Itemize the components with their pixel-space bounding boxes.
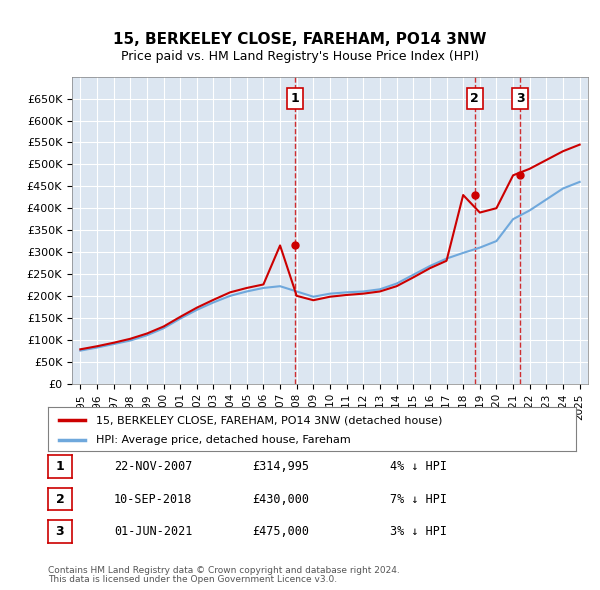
Point [290, 241, 300, 250]
Text: 3% ↓ HPI: 3% ↓ HPI [390, 525, 447, 538]
Text: This data is licensed under the Open Government Licence v3.0.: This data is licensed under the Open Gov… [48, 575, 337, 584]
Text: £314,995: £314,995 [252, 460, 309, 473]
Text: £430,000: £430,000 [252, 493, 309, 506]
Text: 4% ↓ HPI: 4% ↓ HPI [390, 460, 447, 473]
Text: £475,000: £475,000 [252, 525, 309, 538]
Point [470, 191, 479, 200]
Text: 3: 3 [56, 525, 64, 538]
Text: 22-NOV-2007: 22-NOV-2007 [114, 460, 193, 473]
Text: Price paid vs. HM Land Registry's House Price Index (HPI): Price paid vs. HM Land Registry's House … [121, 50, 479, 63]
Text: 10-SEP-2018: 10-SEP-2018 [114, 493, 193, 506]
Text: 7% ↓ HPI: 7% ↓ HPI [390, 493, 447, 506]
Point [515, 171, 525, 180]
Text: 01-JUN-2021: 01-JUN-2021 [114, 525, 193, 538]
Text: 15, BERKELEY CLOSE, FAREHAM, PO14 3NW (detached house): 15, BERKELEY CLOSE, FAREHAM, PO14 3NW (d… [95, 415, 442, 425]
Text: 3: 3 [516, 92, 524, 105]
Text: 2: 2 [56, 493, 64, 506]
Text: 2: 2 [470, 92, 479, 105]
Text: HPI: Average price, detached house, Fareham: HPI: Average price, detached house, Fare… [95, 435, 350, 445]
Text: Contains HM Land Registry data © Crown copyright and database right 2024.: Contains HM Land Registry data © Crown c… [48, 566, 400, 575]
Text: 1: 1 [290, 92, 299, 105]
Text: 15, BERKELEY CLOSE, FAREHAM, PO14 3NW: 15, BERKELEY CLOSE, FAREHAM, PO14 3NW [113, 32, 487, 47]
Text: 1: 1 [56, 460, 64, 473]
